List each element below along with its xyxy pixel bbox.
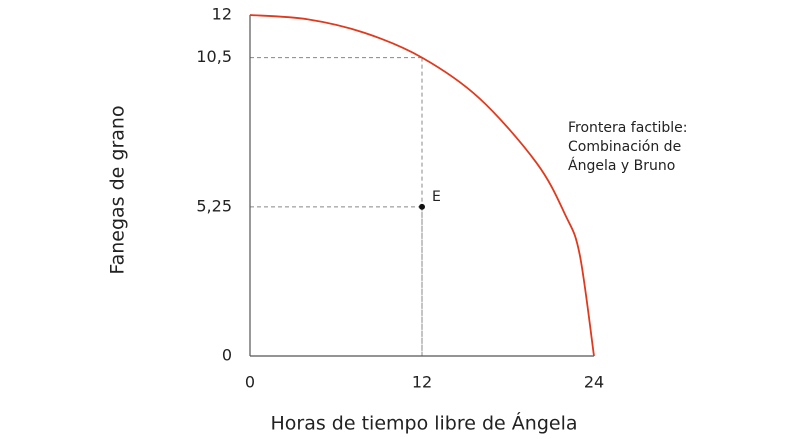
frontier-line xyxy=(249,14,595,357)
y-tick-label: 12 xyxy=(212,5,232,24)
x-tick-label: 0 xyxy=(245,373,255,392)
y-tick-label: 5,25 xyxy=(196,196,232,215)
y-tick-label: 0 xyxy=(222,346,232,365)
annotation: Combinación de xyxy=(568,139,681,155)
y-tick-label: 10,5 xyxy=(196,47,232,66)
point xyxy=(419,203,425,210)
annotation: Frontera factible: xyxy=(568,120,688,136)
x-tick-label: 24 xyxy=(584,373,604,392)
annotation: Ángela y Bruno xyxy=(568,157,675,174)
x-axis-title: Horas de tiempo libre de Ángela xyxy=(271,412,578,435)
y-axis-title: Fanegas de grano xyxy=(107,105,129,274)
x-tick-label: 12 xyxy=(412,373,432,392)
point-label: E xyxy=(432,189,441,205)
